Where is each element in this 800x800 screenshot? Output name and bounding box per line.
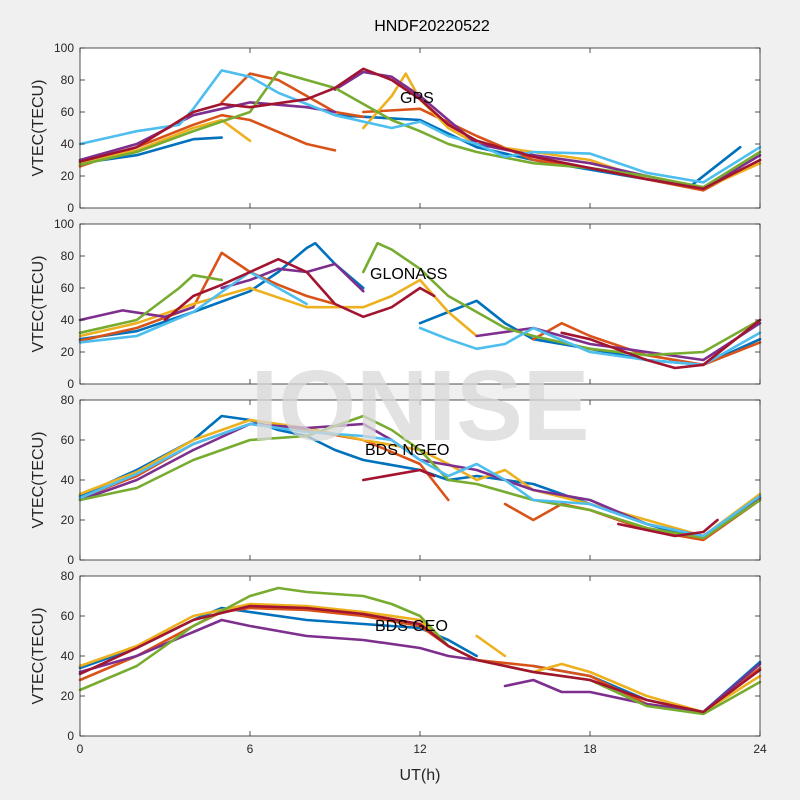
- series-line-4-segment-2: [220, 262, 365, 293]
- series-line-2-segment-2: [532, 321, 762, 367]
- y-axis-label: VTEC(TECU): [30, 608, 47, 705]
- series-line-5-segment-1: [78, 586, 762, 716]
- y-tick-label: 0: [67, 729, 74, 743]
- y-tick-label: 80: [61, 73, 75, 87]
- series-line-2-segment-2: [220, 72, 365, 119]
- series-line-6-segment-2: [418, 326, 762, 367]
- plot-area: [80, 576, 760, 736]
- series-line-1-segment-1: [78, 241, 365, 341]
- plot-area: [80, 400, 760, 560]
- y-tick-label: 0: [67, 201, 74, 215]
- y-tick-label: 60: [61, 433, 75, 447]
- series-line-3-segment-1: [78, 602, 450, 668]
- series-line-3-segment-2: [475, 634, 507, 658]
- panel-label: GPS: [400, 90, 434, 107]
- series-line-7-segment-2: [560, 318, 762, 370]
- y-tick-label: 20: [61, 689, 75, 703]
- y-axis-label: VTEC(TECU): [30, 80, 47, 177]
- panel-2: 0 20 40 60 80 100 VTEC(TECU) GLONASS: [30, 217, 762, 391]
- series-line-2-segment-1: [78, 251, 337, 343]
- y-tick-label: 40: [61, 649, 75, 663]
- x-tick-label: 12: [413, 742, 427, 756]
- y-tick-label: 80: [61, 249, 75, 263]
- panel-1: 0 20 40 60 80 100 VTEC(TECU) GPS: [30, 41, 762, 215]
- y-tick-label: 60: [61, 281, 75, 295]
- y-tick-label: 100: [54, 41, 74, 55]
- y-tick-label: 60: [61, 609, 75, 623]
- series-line-4-segment-1: [78, 101, 337, 162]
- panel-label: BDS GEO: [375, 618, 448, 635]
- panel-3: 0 20 40 60 80 VTEC(TECU) BDS NGEO: [30, 393, 762, 567]
- series-line-7-segment-2: [617, 518, 719, 538]
- panel-label: GLONASS: [370, 266, 447, 283]
- series-line-3-segment-1: [78, 118, 252, 165]
- y-tick-label: 40: [61, 137, 75, 151]
- watermark: IONISE: [251, 350, 590, 462]
- x-tick-label: 18: [583, 742, 597, 756]
- series-line-6-segment-1: [78, 270, 308, 344]
- y-tick-label: 20: [61, 513, 75, 527]
- y-tick-label: 40: [61, 473, 75, 487]
- series-line-7-segment-1: [163, 257, 436, 322]
- series-line-4-segment-3: [475, 321, 762, 362]
- y-tick-label: 40: [61, 313, 75, 327]
- series-line-7-segment-1: [78, 604, 762, 714]
- series-line-6-segment-1: [78, 69, 762, 184]
- series-line-7-segment-1: [78, 67, 762, 191]
- y-tick-label: 20: [61, 169, 75, 183]
- series-line-4-segment-1: [78, 618, 478, 674]
- panel-4: 0 20 40 60 80 0 6 12 18 24 VTEC(TECU) BDS GEO: [30, 569, 767, 756]
- series-line-5-segment-1: [78, 273, 223, 335]
- y-tick-label: 60: [61, 105, 75, 119]
- x-tick-label: 0: [77, 742, 84, 756]
- series-line-7-segment-1: [362, 468, 436, 482]
- y-axis-label: VTEC(TECU): [30, 256, 47, 353]
- x-tick-label: 6: [247, 742, 254, 756]
- y-tick-label: 80: [61, 569, 75, 583]
- y-tick-label: 20: [61, 345, 75, 359]
- series-line-6-segment-1: [78, 422, 762, 538]
- x-tick-label: 24: [753, 742, 767, 756]
- y-tick-label: 100: [54, 217, 74, 231]
- series-line-2-segment-3: [362, 107, 762, 192]
- y-axis-label: VTEC(TECU): [30, 432, 47, 529]
- x-axis-label: UT(h): [400, 767, 441, 784]
- series-line-5-segment-2: [362, 241, 762, 357]
- panel-label: BDS NGEO: [365, 442, 449, 459]
- figure-title: HNDF20220522: [374, 18, 490, 35]
- series-line-5-segment-1: [78, 414, 762, 540]
- y-tick-label: 80: [61, 393, 75, 407]
- y-tick-label: 0: [67, 377, 74, 391]
- y-tick-label: 0: [67, 553, 74, 567]
